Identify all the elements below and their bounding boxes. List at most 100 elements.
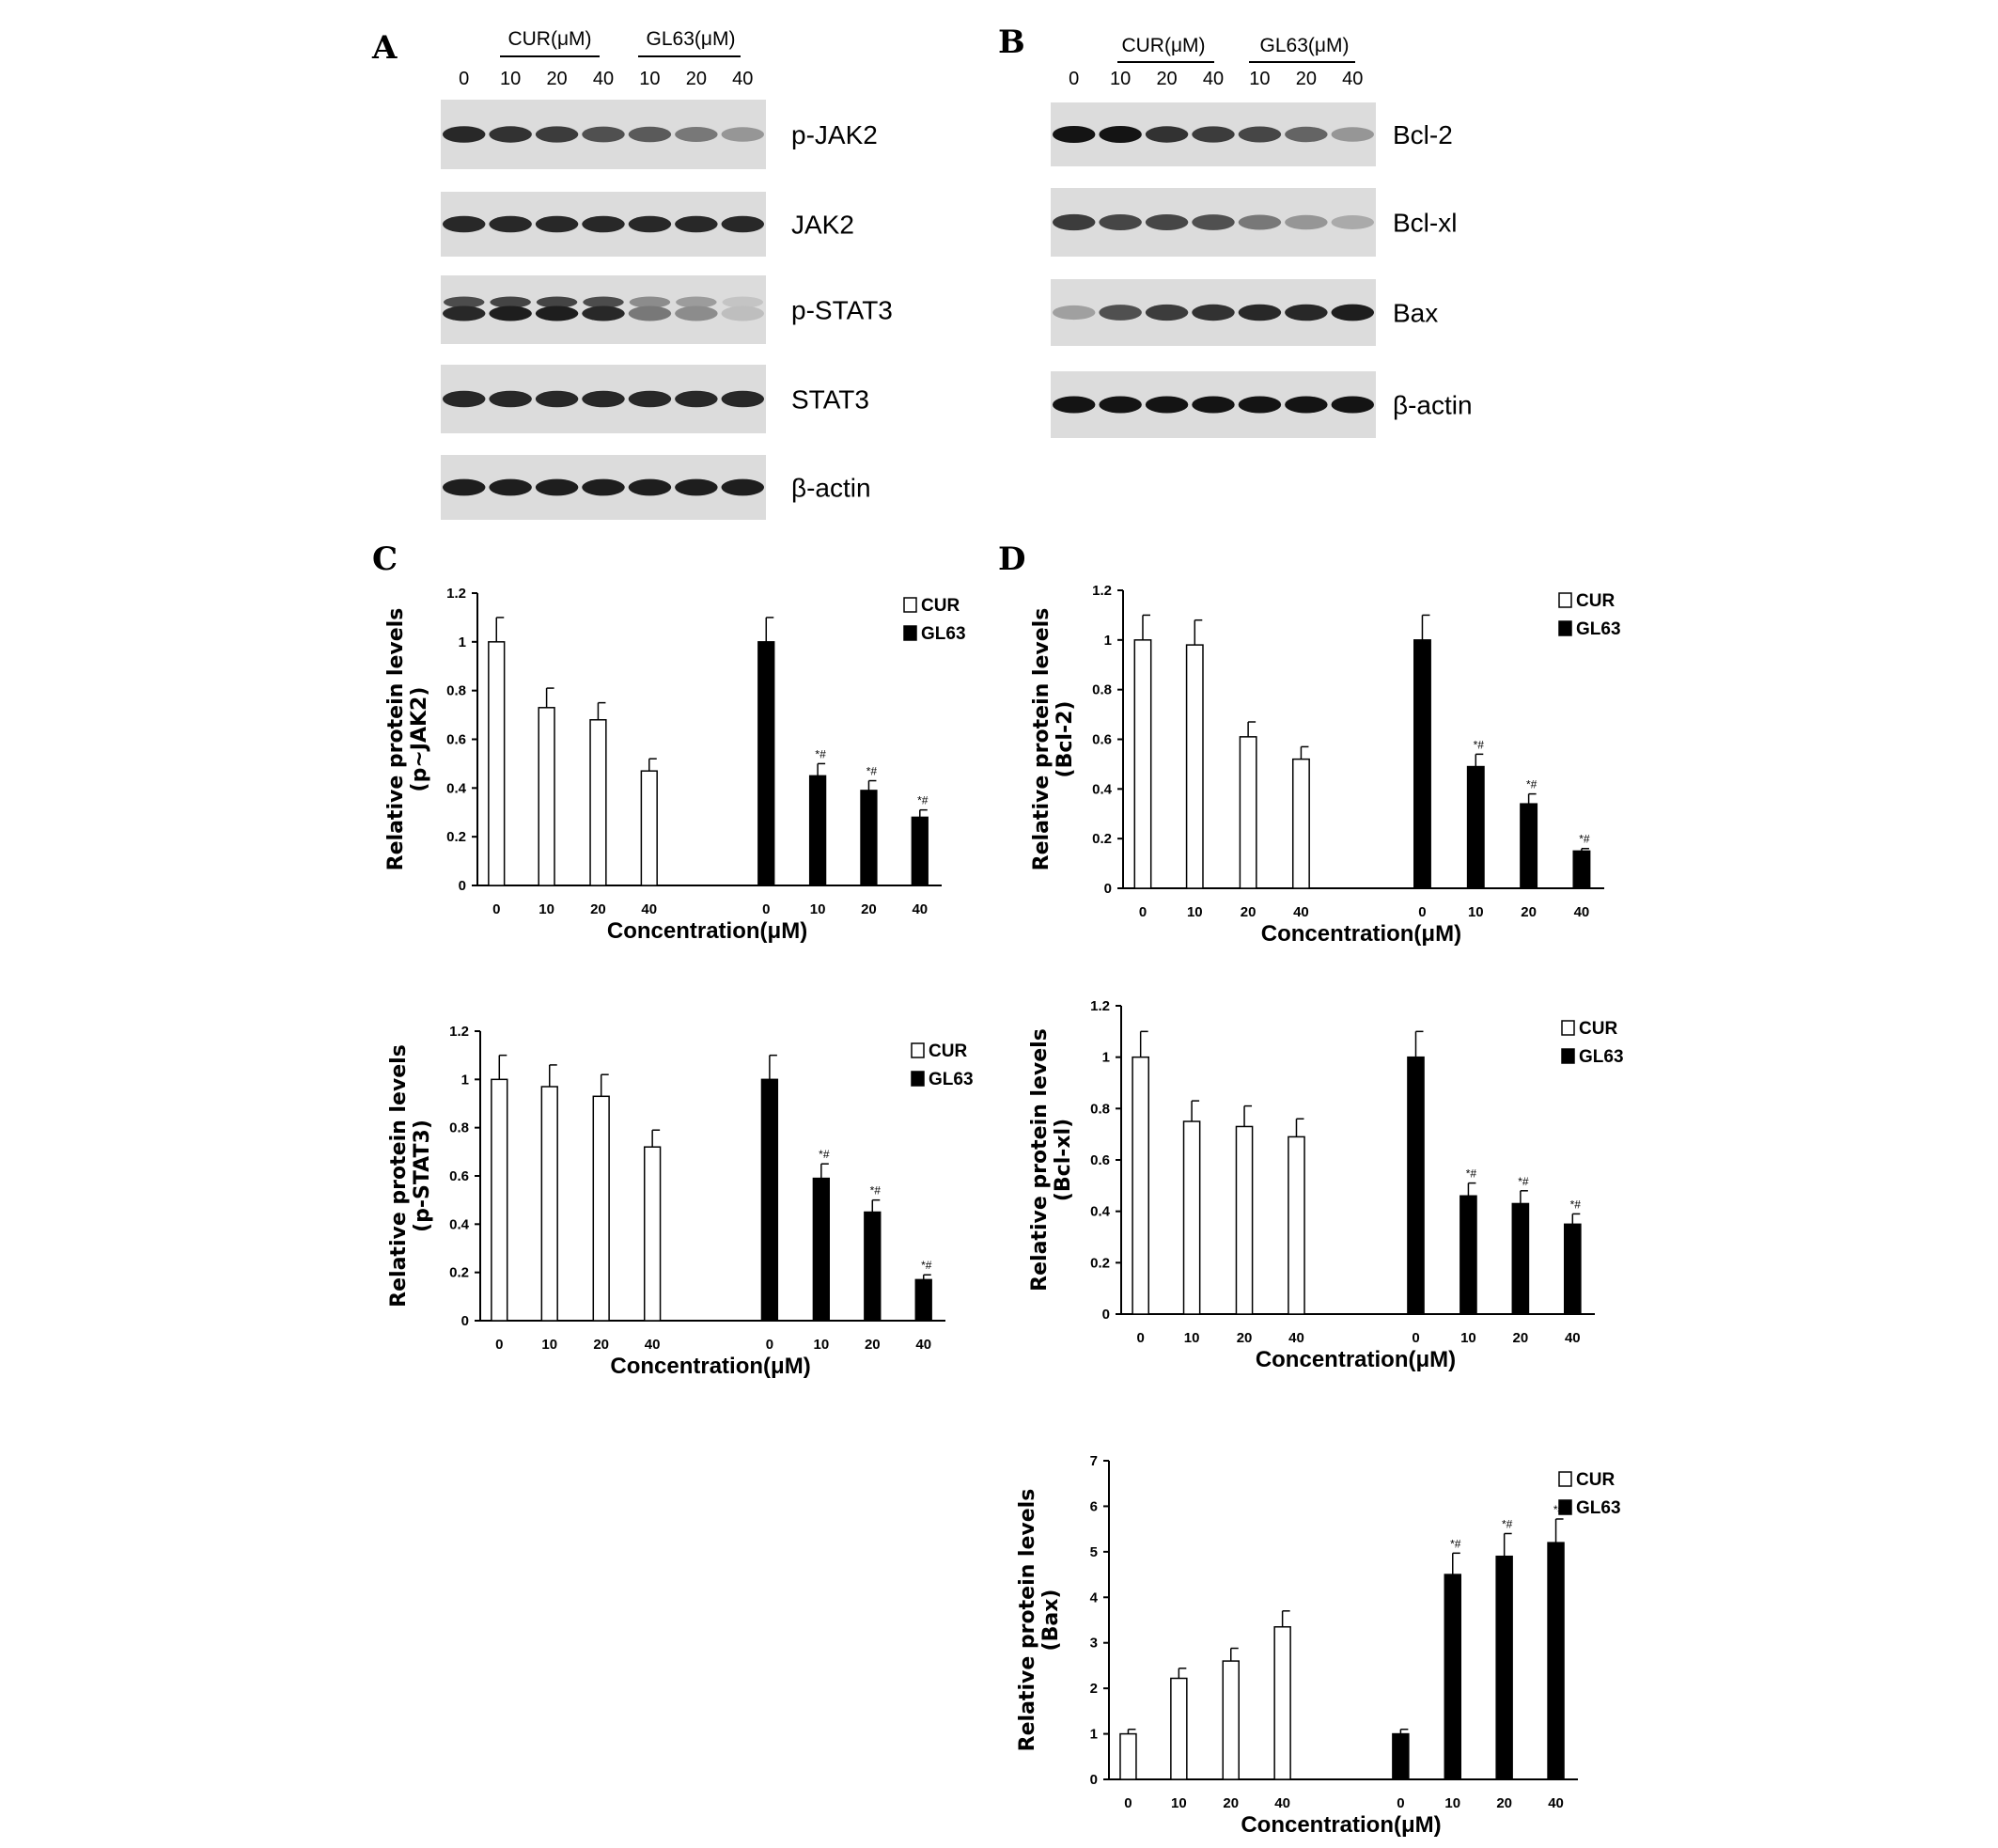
x-tick-label: 20 bbox=[1237, 1330, 1253, 1346]
x-tick-label: 0 bbox=[1139, 904, 1147, 920]
legend-label: CUR bbox=[921, 596, 960, 616]
protein-band bbox=[582, 478, 625, 496]
protein-band bbox=[489, 478, 532, 496]
x-tick-label: 20 bbox=[861, 901, 877, 917]
group-header: GL63(μM) bbox=[647, 28, 736, 50]
blot-row: β-actin bbox=[1051, 371, 1473, 438]
x-tick-label: 0 bbox=[762, 901, 770, 917]
y-tick-label: 0.8 bbox=[1090, 1101, 1110, 1117]
lane-label: 0 bbox=[1069, 69, 1079, 89]
protein-band bbox=[1192, 396, 1235, 414]
y-tick-label: 0 bbox=[1104, 881, 1112, 897]
bar-gl63 bbox=[864, 1211, 882, 1322]
protein-band bbox=[721, 215, 765, 233]
protein-band bbox=[721, 305, 765, 321]
bar-gl63 bbox=[1413, 639, 1431, 889]
protein-band bbox=[1331, 215, 1375, 229]
lane-label: 20 bbox=[546, 69, 567, 89]
y-tick-label: 0.2 bbox=[446, 829, 466, 845]
bar-gl63 bbox=[1407, 1056, 1425, 1315]
x-tick-label: 10 bbox=[1444, 1795, 1460, 1811]
blot-panel-b: CUR(μM) GL63(μM) 0 10 20 40 10 20 40 Bcl-2 Bcl-xl B… bbox=[1051, 35, 1473, 438]
bar-gl63 bbox=[812, 1177, 830, 1322]
protein-band bbox=[628, 215, 672, 233]
x-tick-label: 40 bbox=[1293, 904, 1309, 920]
significance-label: *# bbox=[1570, 1198, 1582, 1211]
bar-cur bbox=[1182, 1120, 1201, 1315]
x-tick-label: 40 bbox=[1574, 904, 1590, 920]
x-tick-label: 20 bbox=[593, 1337, 609, 1353]
x-tick-label: 20 bbox=[865, 1337, 881, 1353]
protein-band bbox=[1238, 126, 1282, 143]
significance-label: *# bbox=[870, 1184, 882, 1198]
bar-cur bbox=[1273, 1626, 1291, 1780]
y-tick-label: 5 bbox=[1090, 1544, 1098, 1560]
lane-label: 40 bbox=[1342, 69, 1363, 89]
y-tick-label: 0 bbox=[461, 1313, 469, 1329]
protein-band bbox=[721, 390, 765, 408]
legend-label: GL63 bbox=[1579, 1047, 1624, 1067]
legend-swatch-gl63 bbox=[1558, 1499, 1572, 1515]
y-tick-label: 7 bbox=[1090, 1453, 1098, 1469]
x-tick-label: 20 bbox=[1223, 1795, 1239, 1811]
bar-gl63 bbox=[1572, 850, 1591, 889]
protein-band bbox=[629, 296, 671, 308]
y-tick-label: 0.8 bbox=[1092, 682, 1112, 698]
group-header: CUR(μM) bbox=[1121, 35, 1205, 56]
significance-label: *# bbox=[1579, 833, 1590, 846]
bar-gl63 bbox=[757, 641, 775, 886]
protein-band bbox=[721, 478, 765, 496]
lane-label: 40 bbox=[593, 69, 614, 89]
protein-band bbox=[1331, 127, 1375, 142]
y-tick-label: 6 bbox=[1090, 1498, 1098, 1514]
x-tick-label: 0 bbox=[1124, 1795, 1132, 1811]
x-tick-label: 0 bbox=[1397, 1795, 1404, 1811]
y-tick-label: 0.6 bbox=[1090, 1152, 1110, 1168]
bar-gl63 bbox=[1459, 1195, 1477, 1315]
protein-band bbox=[675, 478, 718, 496]
protein-band bbox=[536, 296, 578, 308]
x-tick-label: 10 bbox=[1184, 1330, 1200, 1346]
legend-swatch-cur bbox=[1558, 592, 1572, 608]
blot-row-label: STAT3 bbox=[791, 385, 869, 415]
protein-band bbox=[1192, 126, 1235, 143]
bar-gl63 bbox=[760, 1078, 779, 1322]
protein-band bbox=[1192, 214, 1235, 230]
protein-band bbox=[1331, 304, 1375, 321]
bar-cur bbox=[1239, 736, 1257, 889]
lane-label: 20 bbox=[686, 69, 707, 89]
x-axis-title: Concentration(μM) bbox=[607, 918, 807, 944]
significance-label: *# bbox=[866, 765, 878, 778]
blot-row: JAK2 bbox=[441, 192, 854, 257]
bar-cur bbox=[540, 1086, 558, 1322]
x-tick-label: 10 bbox=[1187, 904, 1203, 920]
y-tick-label: 0.2 bbox=[1090, 1255, 1110, 1271]
protein-band bbox=[1052, 396, 1096, 414]
protein-band bbox=[442, 478, 486, 496]
protein-band bbox=[628, 478, 672, 496]
x-tick-label: 10 bbox=[810, 901, 826, 917]
bar-gl63 bbox=[1511, 1202, 1530, 1315]
protein-band bbox=[675, 305, 718, 321]
y-tick-label: 1 bbox=[1102, 1050, 1110, 1066]
bar-gl63 bbox=[1466, 765, 1485, 889]
protein-band bbox=[535, 215, 579, 233]
blot-row-label: Bax bbox=[1393, 299, 1438, 328]
blot-panel-a: CUR(μM) GL63(μM) 0 10 20 40 10 20 40 p-JAK2 JAK2 p-… bbox=[441, 28, 893, 520]
bar-cur bbox=[1291, 758, 1310, 889]
protein-band bbox=[675, 215, 718, 233]
bar-gl63 bbox=[911, 816, 929, 886]
protein-band bbox=[1099, 305, 1142, 321]
bar-cur bbox=[1222, 1660, 1240, 1780]
protein-band bbox=[1238, 396, 1282, 414]
protein-band bbox=[442, 390, 486, 408]
y-tick-label: 0.4 bbox=[449, 1216, 470, 1232]
significance-label: *# bbox=[1474, 738, 1485, 751]
protein-band bbox=[1145, 214, 1189, 230]
protein-band bbox=[443, 296, 485, 308]
x-tick-label: 10 bbox=[1171, 1795, 1187, 1811]
protein-band bbox=[1052, 213, 1096, 231]
protein-band bbox=[582, 305, 625, 321]
protein-band bbox=[582, 126, 625, 143]
